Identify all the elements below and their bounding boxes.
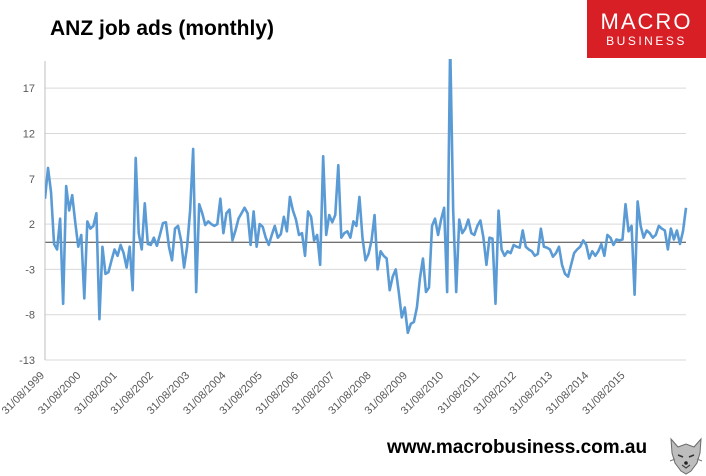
y-tick-label: -13: [19, 355, 35, 367]
series-line: [45, 59, 688, 335]
y-tick-labels: 17 12 7 2 -3 -8 -13: [19, 83, 35, 367]
x-tick-labels: 31/08/199931/08/200031/08/200131/08/2002…: [0, 370, 628, 417]
y-tick-label: 2: [29, 219, 35, 231]
y-tick-label: 17: [23, 83, 35, 95]
series-layer: [45, 59, 688, 335]
wolf-mascot-icon: [667, 433, 705, 476]
line-chart: 17 12 7 2 -3 -8 -13 31/08/199931/08/200031/08/…: [0, 59, 688, 417]
brand-logo-line2: BUSINESS: [606, 34, 687, 48]
brand-logo[interactable]: MACRO BUSINESS: [587, 0, 706, 58]
y-tick-label: 7: [29, 174, 35, 186]
y-tick-label: 12: [23, 128, 35, 140]
grid-lines: [45, 87, 686, 361]
website-url[interactable]: www.macrobusiness.com.au: [387, 437, 648, 458]
y-tick-label: -3: [25, 264, 35, 276]
y-tick-label: -8: [25, 310, 35, 322]
brand-logo-line1: MACRO: [600, 9, 693, 34]
page-title: ANZ job ads (monthly): [50, 17, 274, 40]
